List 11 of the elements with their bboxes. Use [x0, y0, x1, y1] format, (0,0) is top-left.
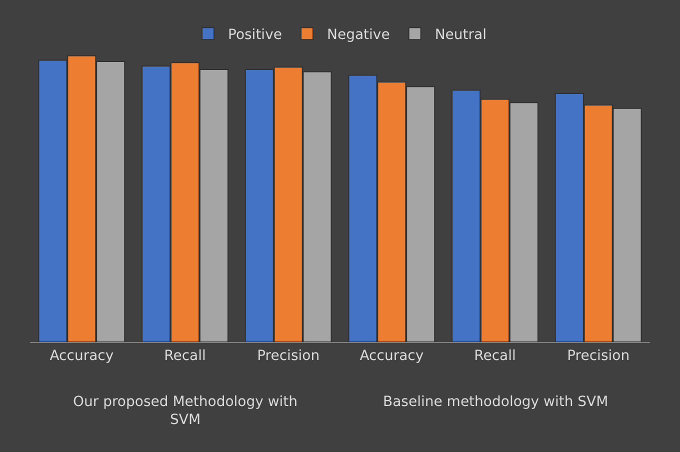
- x-tick-label: Recall: [164, 348, 206, 364]
- x-tick-label: Accuracy: [360, 348, 424, 364]
- text: Our proposed Methodology with SVM: [73, 394, 298, 428]
- legend-label: Negative: [326, 27, 390, 44]
- x-tick-label: Accuracy: [50, 348, 114, 364]
- legend-label: Neutral: [434, 27, 487, 44]
- x-tick-label: Precision: [257, 348, 320, 364]
- x-tick-label: Precision: [567, 348, 630, 364]
- x-tick-label: Recall: [474, 348, 516, 364]
- legend-label: Positive: [228, 27, 282, 44]
- text: Baseline methodology with SVM: [383, 394, 608, 410]
